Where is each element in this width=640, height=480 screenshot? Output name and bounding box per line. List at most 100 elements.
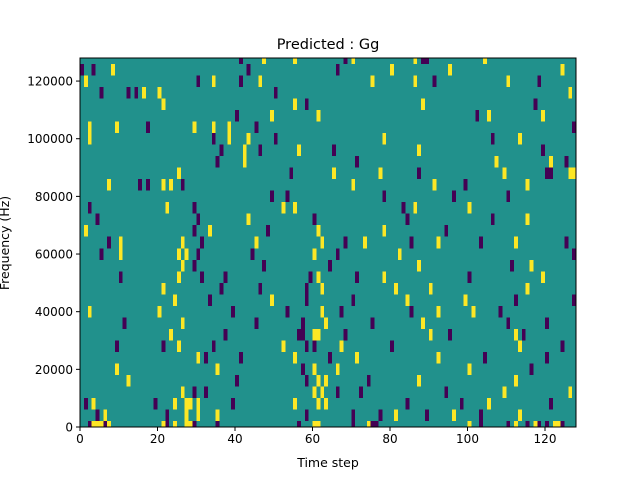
heatmap-cell-high [339,340,344,353]
heatmap-cell-low [343,236,348,249]
heatmap-background [80,58,576,427]
heatmap-cell-low [525,421,530,427]
y-tick-label: 100000 [27,132,73,146]
heatmap-cell-low [87,202,92,214]
heatmap-cell-high [281,202,286,214]
heatmap-cell-low [238,75,243,87]
heatmap-cell-high [382,225,387,237]
heatmap-cell-low [297,328,301,341]
heatmap-cell-low [545,352,549,364]
heatmap-cell-high [293,202,297,214]
heatmap-cell-high [316,375,321,387]
heatmap-cell-low [134,86,139,99]
heatmap-cell-high [320,305,325,318]
heatmap-cell-high [452,409,456,422]
heatmap-cell-low [483,352,487,364]
heatmap-cell-high [107,421,111,427]
heatmap-cell-high [254,236,259,249]
heatmap-cell-low [339,305,344,318]
heatmap-cell-high [393,409,398,422]
heatmap-cell-low [335,248,340,260]
x-tick-label: 20 [150,432,165,446]
heatmap-cell-high [502,167,507,180]
heatmap-cell-high [176,271,181,283]
heatmap-cell-high [169,179,173,191]
heatmap-cell-high [335,363,340,376]
heatmap-cell-high [382,132,387,145]
heatmap-cell-high [312,248,317,260]
heatmap-cell-high [262,58,266,64]
heatmap-cell-high [378,167,383,180]
heatmap-cell-low [219,144,224,157]
heatmap-cell-high [421,98,425,110]
heatmap-cell-low [192,421,197,427]
heatmap-cell-low [479,421,483,427]
x-tick-label: 120 [534,432,557,446]
heatmap-cell-low [452,190,456,203]
heatmap-cell-high [227,132,232,145]
heatmap-cell-high [312,386,317,399]
heatmap-cell-low [498,305,503,318]
heatmap-cell-high [568,86,573,99]
heatmap-cell-high [362,236,367,249]
heatmap-cell-low [304,409,309,422]
heatmap-cell-low [343,58,348,64]
heatmap-cell-low [510,259,514,272]
heatmap-cell-high [370,75,375,87]
heatmap-cell-high [192,121,197,133]
heatmap-cell-high [421,317,425,329]
chart-title: Predicted : Gg [277,37,380,53]
heatmap-cell-low [355,156,359,168]
heatmap-cell-high [514,421,518,427]
heatmap-cell-low [238,352,243,364]
heatmap-cell-high [196,409,201,422]
heatmap-cell-low [231,305,235,318]
heatmap-cell-high [417,375,421,387]
heatmap-cell-high [180,317,185,329]
heatmap-cell-high [432,179,437,191]
heatmap-cell-high [91,421,96,427]
heatmap-cell-high [331,167,336,180]
heatmap-cell-low [506,421,511,427]
heatmap-cell-low [200,271,204,283]
y-tick-label: 80000 [35,190,73,204]
heatmap-cell-high [87,132,92,145]
heatmap-cell-low [304,375,309,387]
heatmap-cell-low [328,259,332,272]
x-axis: 0 20 40 60 80 100 120 [76,427,556,446]
heatmap-cell-low [533,98,538,110]
heatmap-cell-low [95,213,100,226]
heatmap-cell-low [424,409,429,422]
heatmap-cell-high [436,352,441,364]
heatmap-cell-high [188,398,193,410]
heatmap-cell-high [242,144,247,157]
heatmap-cell-high [413,75,418,87]
heatmap-cell-low [506,317,511,329]
heatmap-cell-low [490,132,495,145]
heatmap-cell-low [266,225,270,237]
heatmap-cell-low [83,398,88,410]
y-tick-label: 40000 [35,305,73,319]
heatmap-cell-low [300,328,305,341]
y-tick-label: 120000 [27,75,73,89]
heatmap-cell-high [324,375,328,387]
heatmap-cell-low [514,294,518,306]
heatmap-cell-high [502,386,507,399]
plot-area [79,57,577,428]
heatmap-cell-high [541,271,545,283]
heatmap-cell-high [312,421,317,427]
heatmap-cell-high [506,75,511,87]
heatmap-cell-low [548,167,553,180]
heatmap-cell-low [223,328,228,341]
heatmap-cell-high [428,282,433,295]
heatmap-cell-high [572,167,576,180]
heatmap-cell-low [459,398,464,410]
heatmap-cell-high [355,352,359,364]
heatmap-cell-low [215,156,220,168]
heatmap-cell-low [107,236,111,249]
heatmap-cell-high [114,363,119,376]
heatmap-cell-low [238,58,243,64]
heatmap-cell-high [548,156,553,168]
heatmap-cell-low [409,236,414,249]
heatmap-cell-high [514,375,518,387]
